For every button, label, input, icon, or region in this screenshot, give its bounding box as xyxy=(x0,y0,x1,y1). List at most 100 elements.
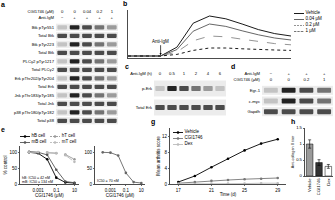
svg-text:Total Erk: Total Erk xyxy=(38,84,55,89)
svg-text:Total Erk: Total Erk xyxy=(136,105,153,110)
svg-text:+: + xyxy=(287,71,290,76)
svg-text:0.2: 0.2 xyxy=(303,77,309,82)
svg-text:+: + xyxy=(98,15,101,20)
svg-text:hB: IC50 = 42 nM: hB: IC50 = 42 nM xyxy=(22,176,50,180)
svg-text:4: 4 xyxy=(207,71,210,76)
svg-text:Dex: Dex xyxy=(326,177,331,185)
svg-text:+: + xyxy=(111,15,114,20)
svg-text:1.5: 1.5 xyxy=(296,125,302,130)
svg-text:0: 0 xyxy=(14,182,17,187)
svg-text:+: + xyxy=(323,71,326,76)
svg-text:0: 0 xyxy=(287,77,290,82)
svg-text:mB: IC50 = 134 nM: mB: IC50 = 134 nM xyxy=(22,180,53,184)
svg-text:Total Btk: Total Btk xyxy=(38,33,55,38)
svg-text:−: − xyxy=(270,71,273,76)
svg-text:0: 0 xyxy=(270,77,273,82)
svg-text:1: 1 xyxy=(183,71,186,76)
svg-text:0: 0 xyxy=(89,182,92,187)
svg-text:10: 10 xyxy=(139,188,145,193)
svg-text:Anti-IgM: Anti-IgM xyxy=(244,71,260,76)
html-text:Vehicle: Vehicle xyxy=(305,10,320,15)
html-text:0.04 μM: 0.04 μM xyxy=(305,16,322,21)
svg-text:0.001: 0.001 xyxy=(105,188,117,193)
svg-text:PLCγ2 pTyr1217: PLCγ2 pTyr1217 xyxy=(23,59,55,64)
html-text:hT cell: hT cell xyxy=(61,133,75,138)
svg-text:Erk pThr202/pTyr204: Erk pThr202/pTyr204 xyxy=(15,76,55,81)
html-text:1 μM: 1 μM xyxy=(305,28,316,33)
svg-text:Total p38: Total p38 xyxy=(37,118,55,123)
html-text:Vehicle: Vehicle xyxy=(184,129,199,134)
svg-text:100: 100 xyxy=(9,150,17,155)
html-text:0.2 μM: 0.2 μM xyxy=(305,22,320,27)
svg-text:2: 2 xyxy=(195,71,198,76)
svg-text:Btk pTyr223: Btk pTyr223 xyxy=(32,42,55,47)
svg-text:+: + xyxy=(73,15,76,20)
svg-text:1: 1 xyxy=(323,77,326,82)
svg-text:12: 12 xyxy=(162,134,168,139)
svg-text:50: 50 xyxy=(12,166,18,171)
svg-text:Anti-IgM: Anti-IgM xyxy=(38,15,54,20)
svg-text:0: 0 xyxy=(300,173,303,178)
svg-text:+: + xyxy=(305,71,308,76)
svg-text:10: 10 xyxy=(72,188,78,193)
svg-text:17: 17 xyxy=(176,188,182,193)
svg-text:0: 0 xyxy=(73,9,76,14)
svg-text:CGI1746 (μM): CGI1746 (μM) xyxy=(233,77,260,82)
svg-text:0.5: 0.5 xyxy=(296,157,302,162)
html-text:hB cell: hB cell xyxy=(31,133,45,138)
svg-text:CGI1746 (μM): CGI1746 (μM) xyxy=(35,193,64,198)
svg-text:0.1: 0.1 xyxy=(53,188,60,193)
svg-text:IC50 = 70 nM: IC50 = 70 nM xyxy=(97,179,119,183)
svg-text:+: + xyxy=(86,15,89,20)
svg-text:Mean arthritis score: Mean arthritis score xyxy=(156,136,161,176)
svg-text:0: 0 xyxy=(61,9,64,14)
svg-text:Anti-IgM (h): Anti-IgM (h) xyxy=(130,71,152,76)
svg-text:Btk pTyr551: Btk pTyr551 xyxy=(32,25,55,30)
svg-text:4: 4 xyxy=(164,166,167,171)
svg-text:0.001: 0.001 xyxy=(33,188,45,193)
svg-text:Gapdh: Gapdh xyxy=(247,109,260,114)
svg-text:50: 50 xyxy=(87,166,93,171)
svg-text:Total PLCγ2: Total PLCγ2 xyxy=(31,67,54,72)
svg-text:Anti-IgM: Anti-IgM xyxy=(152,39,169,44)
svg-text:p38 pThr180/pTyr182: p38 pThr180/pTyr182 xyxy=(14,110,55,115)
svg-text:0: 0 xyxy=(159,71,162,76)
svg-text:CGI1746: CGI1746 xyxy=(316,178,321,195)
svg-text:0.5: 0.5 xyxy=(169,71,175,76)
svg-text:Total Jnk: Total Jnk xyxy=(37,101,54,106)
svg-text:Anti-collagen II titer: Anti-collagen II titer xyxy=(291,135,295,168)
html-text:CGI1746: CGI1746 xyxy=(184,135,203,140)
svg-text:c: c xyxy=(125,63,129,70)
svg-text:1: 1 xyxy=(111,9,114,14)
svg-text:e: e xyxy=(1,126,5,133)
svg-text:CGI1746 (μM): CGI1746 (μM) xyxy=(106,193,135,198)
svg-text:29: 29 xyxy=(275,188,281,193)
svg-text:1: 1 xyxy=(300,141,303,146)
svg-text:Time (d): Time (d) xyxy=(220,192,237,197)
svg-text:d: d xyxy=(231,63,235,70)
svg-text:Vehicle: Vehicle xyxy=(307,178,312,192)
svg-text:0.1: 0.1 xyxy=(123,188,130,193)
svg-text:0.04: 0.04 xyxy=(83,9,92,14)
svg-text:CGI1746 (μM): CGI1746 (μM) xyxy=(27,9,54,14)
svg-text:Jnk pThr183/pTyr185: Jnk pThr183/pTyr185 xyxy=(14,93,54,98)
svg-text:8: 8 xyxy=(164,150,167,155)
svg-text:b: b xyxy=(123,0,127,7)
svg-text:h: h xyxy=(291,118,295,125)
svg-text:g: g xyxy=(151,118,155,126)
svg-text:100: 100 xyxy=(84,150,92,155)
svg-text:0: 0 xyxy=(164,182,167,187)
svg-text:0.2: 0.2 xyxy=(96,9,102,14)
svg-text:25: 25 xyxy=(242,188,248,193)
svg-text:a: a xyxy=(1,1,5,8)
svg-text:Egr-1: Egr-1 xyxy=(250,88,261,93)
svg-text:21: 21 xyxy=(209,188,215,193)
svg-text:% control: % control xyxy=(3,156,8,175)
svg-text:c-myc: c-myc xyxy=(249,99,260,104)
svg-text:−: − xyxy=(61,15,64,20)
svg-text:p-Erk: p-Erk xyxy=(142,86,153,91)
svg-text:6: 6 xyxy=(219,71,222,76)
html-text:mB cell: mB cell xyxy=(31,139,47,144)
svg-text:Total Btk: Total Btk xyxy=(38,50,55,55)
html-text:mT cell: mT cell xyxy=(61,139,77,144)
